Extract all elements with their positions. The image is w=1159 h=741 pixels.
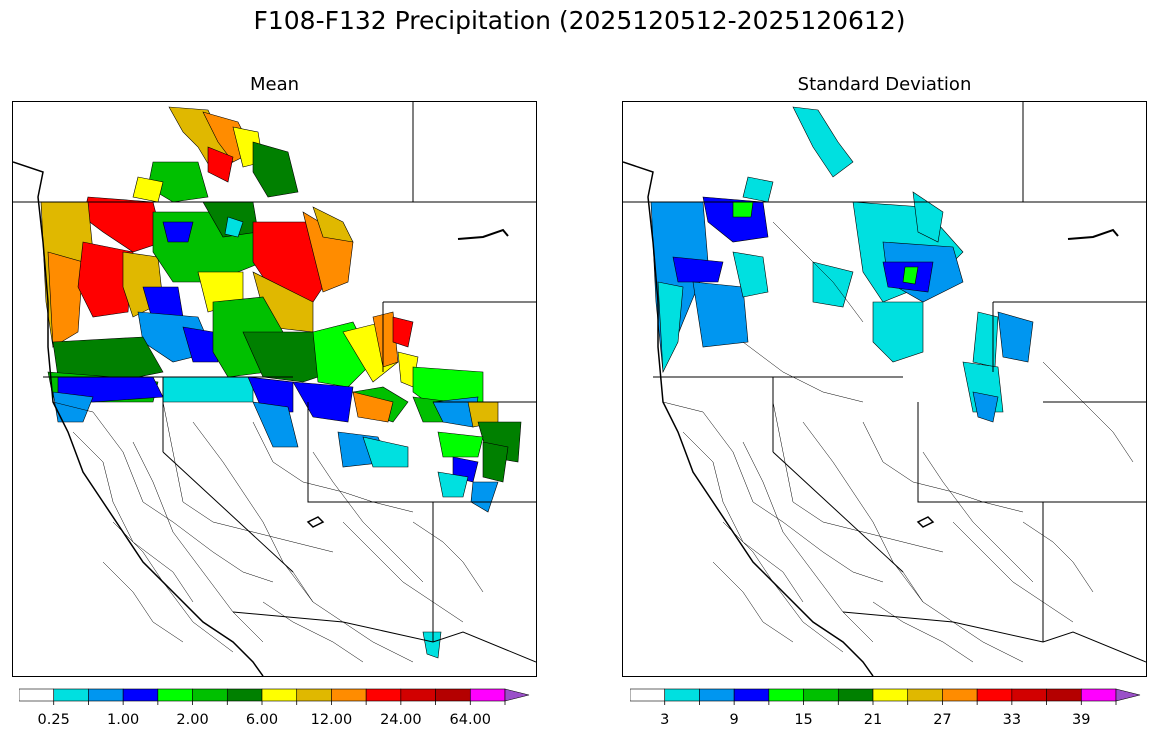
- colorbar-swatch: [664, 688, 700, 702]
- stddev-colorbar: [629, 688, 1141, 705]
- stddev-colorbar-svg: [629, 688, 1141, 705]
- mean-colorbar-svg: [18, 688, 530, 705]
- colorbar-swatch: [733, 688, 770, 702]
- stddev-map: [622, 101, 1147, 677]
- mean-precip-basins: [40, 106, 522, 659]
- great-salt-lake: [916, 516, 935, 528]
- colorbar-swatch: [261, 688, 298, 702]
- colorbar-tick-label: 9: [729, 712, 739, 728]
- colorbar-tick-label: 39: [1072, 712, 1091, 728]
- colorbar-swatch: [365, 688, 402, 702]
- colorbar-tick-label: 2.00: [176, 712, 209, 728]
- colorbar-swatch: [976, 688, 1013, 702]
- colorbar-swatch: [872, 688, 909, 702]
- colorbar-swatch: [1115, 688, 1141, 702]
- basin-boundaries: [52, 401, 484, 663]
- colorbar-swatch: [226, 688, 263, 702]
- colorbar-swatch: [837, 688, 874, 702]
- colorbar-swatch: [469, 688, 506, 702]
- colorbar-tick-label: 3: [660, 712, 670, 728]
- coastline: [623, 161, 874, 676]
- great-salt-lake: [306, 516, 325, 528]
- mean-colorbar: [18, 688, 530, 705]
- colorbar-swatch: [942, 688, 978, 702]
- colorbar-swatch: [699, 688, 735, 702]
- colorbar-swatch: [629, 688, 666, 702]
- lake-winnipeg: [1067, 228, 1119, 240]
- colorbar-swatch: [157, 688, 193, 702]
- figure-title: F108-F132 Precipitation (2025120512-2025…: [253, 6, 906, 35]
- colorbar-tick-label: 27: [933, 712, 952, 728]
- stddev-basins: [650, 106, 1034, 423]
- colorbar-swatch: [1046, 688, 1082, 702]
- colorbar-swatch: [1080, 688, 1117, 702]
- colorbar-tick-label: 24.00: [380, 712, 422, 728]
- colorbar-swatch: [296, 688, 332, 702]
- mean-panel-title: Mean: [249, 74, 300, 95]
- colorbar-swatch: [504, 688, 530, 702]
- mean-map-canvas: [13, 102, 536, 676]
- colorbar-tick-label: 0.25: [37, 712, 70, 728]
- basin-boundaries: [662, 221, 1134, 663]
- colorbar-tick-label: 15: [794, 712, 813, 728]
- colorbar-tick-label: 12.00: [310, 712, 353, 728]
- colorbar-swatch: [803, 688, 839, 702]
- stddev-panel-title: Standard Deviation: [797, 74, 972, 95]
- mean-map: [12, 101, 537, 677]
- state-boundaries: [13, 102, 536, 663]
- colorbar-swatch: [192, 688, 228, 702]
- colorbar-swatch: [768, 688, 804, 702]
- lake-winnipeg: [457, 228, 509, 240]
- colorbar-swatch: [53, 688, 89, 702]
- colorbar-swatch: [1011, 688, 1047, 702]
- colorbar-swatch: [400, 688, 436, 702]
- colorbar-swatch: [435, 688, 471, 702]
- colorbar-swatch: [122, 688, 159, 702]
- colorbar-swatch: [88, 688, 124, 702]
- stddev-map-canvas: [623, 102, 1146, 676]
- colorbar-swatch: [331, 688, 367, 702]
- colorbar-tick-label: 1.00: [106, 712, 140, 728]
- colorbar-tick-label: 6.00: [245, 712, 279, 728]
- colorbar-swatch: [907, 688, 943, 702]
- colorbar-tick-label: 21: [863, 712, 883, 728]
- colorbar-tick-label: 64.00: [449, 712, 492, 728]
- coastline: [13, 161, 264, 676]
- state-boundaries: [623, 102, 1146, 663]
- colorbar-swatch: [18, 688, 55, 702]
- colorbar-tick-label: 33: [1002, 712, 1022, 728]
